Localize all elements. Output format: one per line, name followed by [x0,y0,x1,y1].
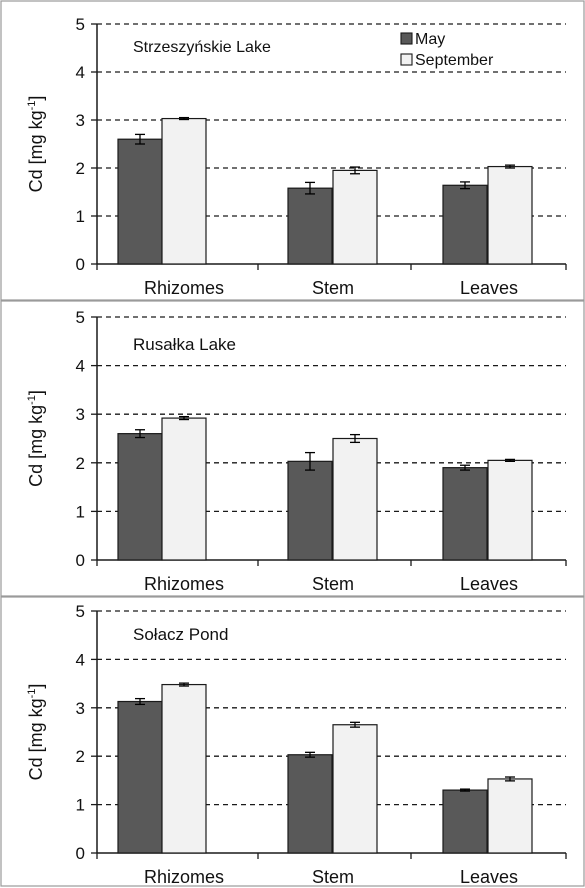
chart-panel-0: 0 1 2 3 4 5 Rhizomes Stem Leaves Strzeszyńskie La… [0,0,585,301]
y-tick-label: 4 [76,650,85,669]
legend-swatch-september [400,53,413,66]
x-category-label: Leaves [460,574,518,594]
y-axis-label-close: ] [26,390,46,395]
chart-panel-2: 0 1 2 3 4 5 Rhizomes Stem Leaves Sołacz Pond Cd [m… [0,596,585,887]
x-category-label: Rhizomes [144,574,224,594]
y-tick-label: 2 [76,159,85,178]
panel-title: Rusałka Lake [133,335,236,354]
y-axis-label-superscript: -1 [26,689,38,699]
bar-may-stem [287,754,333,854]
y-axis-label: Cd [mg kg-1] [26,684,46,781]
y-axis-label-main: Cd [mg kg [26,405,46,487]
y-tick-label: 1 [76,502,85,521]
panel-border [0,0,585,301]
x-category-label: Rhizomes [144,867,224,887]
y-tick-label: 4 [76,63,85,82]
bar-may-leaves [442,789,488,854]
x-category-label: Stem [312,867,354,887]
y-tick-label: 1 [76,796,85,815]
y-tick-label: 5 [76,602,85,621]
bar-september-stem [332,437,378,561]
legend-label: September [415,52,494,69]
panel-title: Sołacz Pond [133,625,228,644]
x-category-label: Rhizomes [144,278,224,298]
x-category-label: Leaves [460,278,518,298]
x-category-label: Leaves [460,867,518,887]
y-tick-label: 0 [76,844,85,863]
y-tick-label: 3 [76,111,85,130]
bar-september-leaves [487,165,533,265]
x-category-label: Stem [312,574,354,594]
bar-september-rhizomes [161,683,207,854]
legend: May September [400,31,494,69]
y-tick-label: 2 [76,747,85,766]
bar-may-rhizomes [117,433,163,561]
y-axis-label-main: Cd [mg kg [26,698,46,780]
y-axis-label-close: ] [26,96,46,101]
bar-september-rhizomes [161,117,207,265]
bar-september-stem [332,169,378,265]
y-axis-label-superscript: -1 [26,395,38,405]
x-category-label: Stem [312,278,354,298]
panel-border [0,596,585,887]
legend-label: May [415,31,445,48]
y-tick-label: 5 [76,15,85,34]
y-axis-label: Cd [mg kg-1] [26,390,46,487]
y-tick-label: 3 [76,405,85,424]
bar-may-stem [287,187,333,265]
legend-swatch-may [400,32,413,45]
panel-title: Strzeszyńskie Lake [133,39,271,56]
bar-september-leaves [487,778,533,854]
bar-may-rhizomes [117,138,163,265]
y-tick-label: 2 [76,454,85,473]
y-tick-label: 3 [76,699,85,718]
y-axis-label-close: ] [26,684,46,689]
y-axis-label: Cd [mg kg-1] [26,96,46,193]
chart-panel-1: 0 1 2 3 4 5 Rhizomes Stem Leaves Rusałka Lake Cd [… [0,300,585,597]
panel-border [0,300,585,597]
bar-may-stem [287,460,333,561]
bar-september-stem [332,724,378,854]
bar-may-rhizomes [117,700,163,854]
y-tick-label: 5 [76,308,85,327]
y-axis-label-superscript: -1 [26,101,38,111]
y-axis-label-main: Cd [mg kg [26,110,46,192]
y-tick-label: 0 [76,255,85,274]
bar-september-rhizomes [161,417,207,561]
bar-may-leaves [442,184,488,265]
y-tick-label: 4 [76,357,85,376]
y-tick-label: 1 [76,207,85,226]
y-tick-label: 0 [76,551,85,570]
bar-may-leaves [442,467,488,561]
bar-september-leaves [487,459,533,561]
